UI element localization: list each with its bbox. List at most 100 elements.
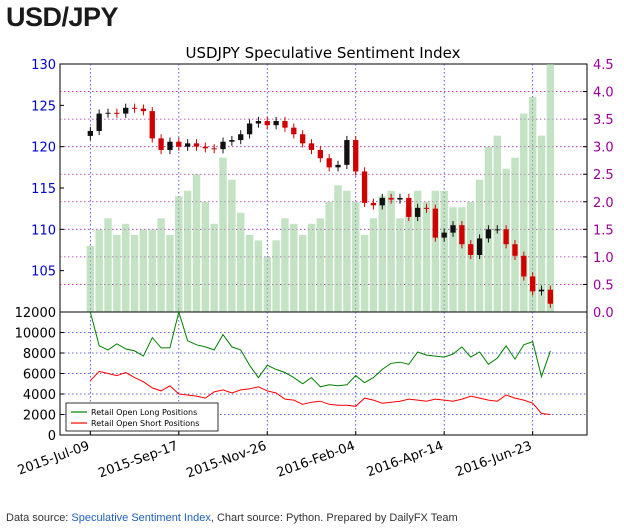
candle-body-18: [246, 123, 253, 135]
ssi-bar-24: [298, 234, 307, 312]
ssi-bar-21: [272, 240, 280, 312]
y-right-tick-7: 3.5: [593, 113, 614, 128]
ssi-bar-33: [378, 196, 386, 312]
candle-body-25: [308, 143, 315, 150]
ssi-bar-9: [166, 234, 174, 312]
candle-body-11: [184, 143, 191, 147]
candle-body-48: [512, 244, 518, 256]
y-bottom-tick-6: 12000: [15, 306, 56, 321]
ssi-bar-27: [325, 201, 333, 312]
candle-body-9: [167, 141, 173, 150]
candle-body-5: [131, 107, 138, 109]
chart-title: USDJPY Speculative Sentiment Index: [185, 44, 460, 62]
candle-body-52: [547, 289, 554, 304]
x-tick-5: 2016-Jun-23: [454, 439, 534, 480]
x-axis: 2015-Jul-09 2015-Sep-17 2015-Nov-26 2016-Fe…: [16, 431, 534, 481]
y-right-tick-4: 2.0: [593, 196, 614, 211]
ssi-bar-8: [157, 218, 165, 312]
price-candles: [87, 103, 554, 308]
ssi-link[interactable]: Speculative Sentiment Index: [71, 512, 211, 524]
ssi-bar-50: [528, 97, 537, 312]
candle-body-1: [96, 113, 102, 131]
ssi-bar-26: [316, 218, 325, 312]
candle-body-44: [476, 238, 483, 255]
ssi-bar-31: [360, 234, 369, 312]
ssi-bar-11: [183, 190, 192, 312]
ssi-bar-29: [343, 190, 351, 312]
candle-body-40: [441, 232, 447, 238]
candle-body-28: [335, 164, 341, 168]
ssi-bar-52: [546, 64, 555, 312]
candle-body-16: [229, 140, 235, 142]
footer-suffix: , Chart source: Python. Prepared by Dail…: [210, 512, 458, 524]
candle-body-39: [432, 208, 438, 238]
y-bottom-tick-4: 8000: [23, 347, 56, 362]
candle-body-38: [423, 207, 430, 209]
y-bottom-tick-0: 0: [48, 429, 56, 444]
ssi-bar-23: [290, 223, 298, 312]
candle-body-45: [485, 229, 492, 239]
ssi-bar-5: [130, 234, 139, 312]
x-tick-1: 2015-Sep-17: [97, 439, 181, 482]
series-line-1: [89, 370, 551, 415]
candle-body-27: [326, 158, 332, 168]
ssi-bar-30: [352, 201, 360, 312]
candle-body-23: [291, 127, 297, 135]
candle-body-42: [459, 225, 465, 245]
footer-prefix: Data source:: [6, 512, 72, 524]
y-right-tick-3: 1.5: [593, 223, 614, 238]
candle-body-34: [388, 197, 394, 200]
y-right-tick-2: 1.0: [593, 251, 614, 266]
bottom-grid: [60, 312, 587, 435]
ssi-bar-40: [440, 190, 448, 312]
y-right-tick-0: 0.0: [593, 306, 614, 321]
y-left-tick-2: 115: [31, 182, 56, 197]
ssi-bar-39: [431, 190, 440, 312]
candle-body-31: [361, 171, 368, 203]
ssi-bar-7: [148, 229, 156, 312]
ssi-bar-46: [493, 135, 501, 312]
y-right-tick-9: 4.5: [593, 58, 614, 73]
ssi-bar-13: [201, 201, 210, 312]
y-left-tick-0: 105: [31, 265, 56, 280]
ssi-bar-0: [86, 245, 95, 312]
ssi-bar-17: [237, 212, 245, 312]
ssi-bar-34: [387, 190, 395, 312]
x-tick-3: 2016-Feb-04: [275, 439, 357, 481]
ssi-bar-4: [122, 223, 130, 312]
candle-body-14: [211, 148, 217, 150]
ssi-bar-15: [219, 157, 227, 312]
candle-body-12: [193, 143, 200, 147]
ssi-bar-6: [139, 229, 148, 312]
ssi-bar-36: [405, 207, 413, 312]
ssi-bar-3: [113, 234, 121, 312]
legend-box: [65, 402, 219, 432]
ssi-bar-22: [281, 218, 289, 312]
candle-body-47: [503, 229, 509, 245]
y-right-axis: 0.0 0.5 1.0 1.5 2.0 2.5 3.0 3.5 4.0 4.5: [583, 58, 614, 321]
candle-body-21: [273, 121, 279, 126]
legend-label-0: Retail Open Long Positions: [91, 408, 197, 417]
x-tick-4: 2016-Apr-14: [365, 439, 446, 481]
y-left-tick-1: 110: [31, 223, 56, 238]
ssi-bar-25: [307, 223, 316, 312]
candle-body-50: [530, 276, 536, 292]
y-bottom-tick-5: 10000: [15, 327, 56, 342]
candle-body-36: [406, 197, 412, 217]
ssi-bar-28: [334, 185, 342, 312]
candle-body-41: [450, 225, 456, 233]
ssi-bar-35: [396, 218, 404, 312]
y-left-tick-4: 125: [31, 99, 56, 114]
candle-body-26: [317, 149, 323, 159]
y-right-tick-6: 3.0: [593, 141, 614, 156]
y-bottom-axis: 0 2000 4000 6000 8000 10000 12000: [15, 306, 64, 444]
candle-body-4: [123, 107, 129, 114]
y-right-tick-5: 2.5: [593, 168, 614, 183]
ssi-bar-16: [228, 179, 236, 312]
candle-body-17: [238, 134, 244, 141]
ssi-bar-10: [175, 196, 183, 312]
ssi-bar-20: [263, 256, 271, 312]
ssi-bar-2: [104, 218, 112, 312]
candle-body-24: [299, 134, 306, 144]
candle-body-7: [149, 111, 155, 139]
